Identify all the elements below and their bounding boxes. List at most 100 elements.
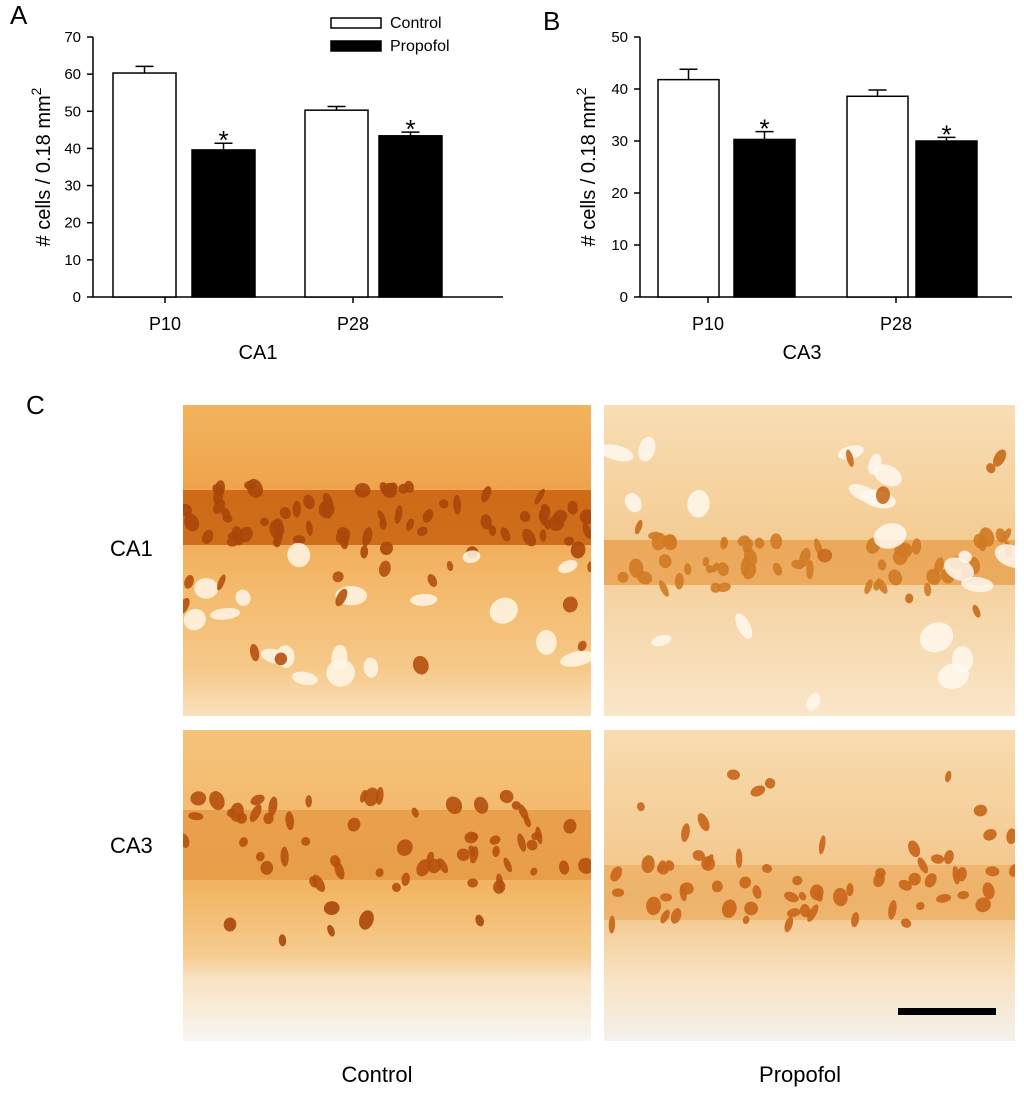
stained-cell (531, 832, 541, 841)
stained-cell (973, 804, 988, 817)
legend-swatch-propofol (330, 40, 382, 52)
stained-cell (412, 655, 429, 675)
stained-cell (717, 562, 729, 576)
row-label-ca3: CA3 (110, 833, 153, 858)
tissue-spot (961, 576, 994, 593)
stained-cell (456, 848, 470, 861)
stained-cell (217, 574, 226, 591)
stained-cell (416, 859, 431, 877)
stained-cell (411, 807, 419, 818)
stained-cell (375, 868, 384, 877)
stained-cell (285, 811, 295, 831)
stained-cell (587, 561, 591, 573)
micrograph-ca3-propofol (604, 730, 1015, 1041)
stained-cell (911, 538, 922, 555)
stained-cell (223, 917, 237, 932)
stained-cell (761, 864, 773, 873)
stained-cell (936, 894, 952, 903)
stained-cell (503, 857, 512, 873)
stained-cell (183, 503, 192, 517)
y-tick-label: 40 (611, 81, 628, 98)
y-tick-label: 30 (611, 133, 628, 150)
stained-cell (559, 860, 570, 875)
stained-cell (924, 873, 937, 888)
stained-cell (379, 482, 390, 496)
stained-cell (905, 593, 914, 604)
bar-p28-control (846, 95, 909, 298)
stained-cell (359, 789, 368, 803)
stained-cell (481, 486, 492, 503)
y-tick-label: 10 (64, 252, 81, 269)
stained-cell (279, 507, 291, 519)
tissue-spot (489, 597, 518, 624)
y-tick-label: 70 (64, 29, 81, 46)
stained-cell (530, 867, 538, 876)
stained-cell (809, 884, 824, 901)
stained-cell (648, 531, 663, 540)
stained-cell (660, 893, 672, 902)
tissue-spot (873, 523, 907, 549)
stained-cell (274, 652, 288, 666)
stained-cell (582, 523, 591, 539)
y-axis-label: # cells / 0.18 mm2 (573, 87, 600, 246)
stained-cell (260, 860, 274, 875)
stained-cell (562, 596, 578, 613)
stained-cell (183, 833, 190, 848)
stained-cell (540, 503, 550, 515)
bar-charts: 0 10 20 30 40 50 60 70 P10 P28 CA1 # cells / 0.18 m… (28, 15, 1012, 364)
stained-cell (735, 848, 743, 868)
x-tick-label: P28 (337, 314, 369, 334)
significance-mark: * (941, 119, 951, 149)
chart-legend: Control Propofol (330, 15, 450, 55)
stained-cell (634, 519, 643, 535)
stained-cell (489, 835, 501, 845)
stained-cell (387, 482, 398, 493)
bar-p10-control (112, 72, 177, 298)
stained-cell (305, 520, 313, 536)
bar-p28-propofol (378, 135, 443, 298)
tissue-spot (363, 657, 379, 678)
stained-cell (692, 850, 705, 861)
stained-cell (260, 517, 270, 527)
stained-cell (701, 856, 716, 871)
stained-cell (875, 867, 886, 879)
stained-cell (818, 835, 826, 855)
stained-cell (255, 851, 265, 862)
stained-cell (720, 537, 728, 550)
stained-cell (249, 643, 260, 662)
stained-cell (517, 833, 527, 852)
stained-cell (973, 533, 988, 550)
stained-cell (292, 535, 306, 545)
stained-cell (792, 875, 803, 886)
x-tick-label: P10 (149, 314, 181, 334)
stained-cell (202, 529, 214, 544)
stained-cell (972, 604, 981, 618)
stained-cell (263, 812, 274, 825)
stained-cell (931, 854, 945, 864)
bar-p28-propofol (915, 140, 978, 298)
bar-p28-control (304, 109, 369, 298)
stained-cell (658, 580, 669, 597)
stained-cell (817, 548, 833, 563)
stained-cell (340, 537, 349, 550)
stained-cell (908, 872, 921, 886)
stained-cell (845, 449, 854, 467)
stained-cell (917, 857, 929, 874)
stained-cell (1006, 828, 1015, 845)
stained-cell (427, 574, 438, 587)
tissue-spot (291, 671, 318, 686)
stained-cell (578, 857, 591, 874)
stained-cell (684, 563, 692, 575)
tissue-spot (944, 557, 975, 582)
stained-cell (469, 832, 479, 841)
tissue-spot (687, 490, 710, 518)
legend-label-control: Control (390, 15, 442, 32)
stained-cell (347, 817, 361, 832)
stained-cell (239, 837, 248, 848)
stained-cell (394, 505, 403, 524)
stained-cell (318, 500, 335, 519)
stained-cell (229, 802, 244, 822)
tissue-spot (558, 560, 578, 574)
stained-cell (711, 562, 719, 573)
tissue-spot (651, 634, 672, 647)
